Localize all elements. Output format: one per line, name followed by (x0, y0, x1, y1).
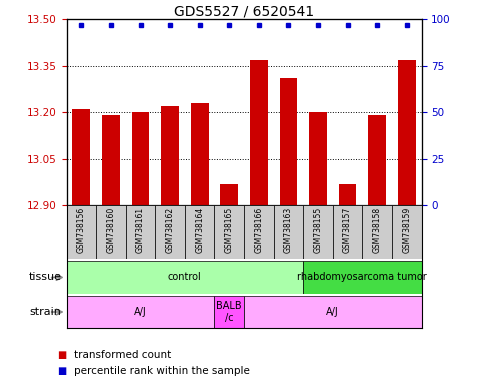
Bar (309, 113, 327, 205)
Bar (67, 205, 96, 259)
Title: GDS5527 / 6520541: GDS5527 / 6520541 (174, 4, 314, 18)
Bar (339, 184, 356, 205)
Bar (244, 205, 274, 259)
Text: GSM738161: GSM738161 (136, 207, 145, 253)
Text: GSM738157: GSM738157 (343, 207, 352, 253)
Bar (368, 116, 386, 205)
Text: GSM738158: GSM738158 (373, 207, 382, 253)
Text: GSM738165: GSM738165 (225, 207, 234, 253)
Text: BALB
/c: BALB /c (216, 301, 242, 323)
Bar (303, 261, 422, 294)
Text: GSM738163: GSM738163 (284, 207, 293, 253)
Bar (303, 205, 333, 259)
Text: GSM738160: GSM738160 (106, 207, 115, 253)
Bar (214, 296, 244, 328)
Bar (96, 205, 126, 259)
Text: strain: strain (30, 307, 62, 317)
Text: tissue: tissue (29, 272, 62, 283)
Text: GSM738159: GSM738159 (402, 207, 411, 253)
Text: A/J: A/J (134, 307, 147, 317)
Text: percentile rank within the sample: percentile rank within the sample (74, 366, 250, 376)
Text: ■: ■ (57, 366, 66, 376)
Bar (362, 205, 392, 259)
Text: GSM738156: GSM738156 (77, 207, 86, 253)
Bar (274, 205, 303, 259)
Text: transformed count: transformed count (74, 350, 171, 360)
Bar (220, 184, 238, 205)
Text: GSM738166: GSM738166 (254, 207, 263, 253)
Text: ■: ■ (57, 350, 66, 360)
Bar (398, 60, 416, 205)
Text: GSM738155: GSM738155 (314, 207, 322, 253)
Bar (72, 109, 90, 205)
Bar (250, 60, 268, 205)
Bar (392, 205, 422, 259)
Bar (280, 78, 297, 205)
Bar (214, 205, 244, 259)
Text: GSM738162: GSM738162 (166, 207, 175, 253)
Text: rhabdomyosarcoma tumor: rhabdomyosarcoma tumor (297, 272, 427, 283)
Bar (67, 296, 214, 328)
Text: control: control (168, 272, 202, 283)
Bar (67, 261, 303, 294)
Bar (126, 205, 155, 259)
Text: GSM738164: GSM738164 (195, 207, 204, 253)
Bar (161, 106, 179, 205)
Bar (132, 113, 149, 205)
Bar (333, 205, 362, 259)
Text: A/J: A/J (326, 307, 339, 317)
Bar (185, 205, 214, 259)
Bar (102, 116, 120, 205)
Bar (244, 296, 422, 328)
Bar (191, 103, 209, 205)
Bar (155, 205, 185, 259)
